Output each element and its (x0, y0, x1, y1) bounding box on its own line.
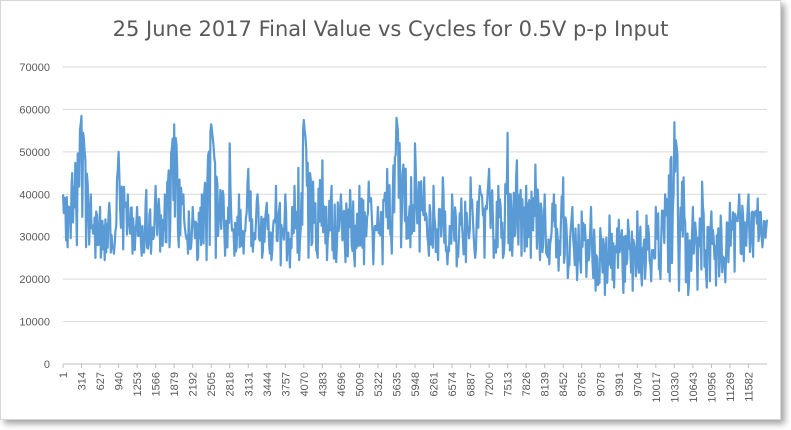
y-tick-label: 40000 (19, 189, 50, 201)
x-tick-label: 627 (95, 372, 107, 390)
x-tick-label: 10017 (651, 372, 663, 403)
x-tick-label: 10643 (688, 372, 700, 403)
series-line-0 (61, 114, 769, 297)
x-axis-tick-labels: 1 314 627 940 1253 1566 1879 2192 2505 2818 3131 34… (58, 364, 755, 403)
y-tick-label: 10000 (19, 317, 50, 329)
x-tick-label: 4696 (336, 372, 348, 396)
x-tick-label: 5635 (391, 372, 403, 396)
x-tick-label: 8452 (558, 372, 570, 396)
x-tick-label: 1879 (169, 372, 181, 396)
x-tick-label: 3444 (262, 372, 274, 396)
x-tick-label: 5322 (373, 372, 385, 396)
x-tick-label: 11582 (743, 372, 755, 402)
y-tick-label: 60000 (19, 104, 50, 116)
x-tick-label: 940 (114, 372, 126, 390)
x-tick-label: 2192 (188, 372, 200, 396)
x-tick-label: 7200 (484, 372, 496, 396)
x-tick-label: 7513 (503, 372, 515, 396)
x-tick-label: 7826 (521, 372, 533, 396)
x-tick-label: 11269 (725, 372, 737, 402)
y-tick-label: 0 (44, 359, 50, 371)
x-tick-label: 4070 (299, 372, 311, 396)
x-tick-label: 10330 (669, 372, 681, 403)
x-tick-label: 1 (58, 372, 70, 378)
x-tick-label: 5009 (354, 372, 366, 396)
x-tick-label: 9391 (614, 372, 626, 396)
y-axis-tick-labels: 0 10000 20000 30000 40000 50000 60000 70000 (19, 62, 50, 371)
x-tick-label: 8139 (540, 372, 552, 396)
chart-title: 25 June 2017 Final Value vs Cycles for 0… (112, 17, 669, 41)
y-tick-label: 50000 (19, 147, 50, 159)
x-tick-label: 9078 (595, 372, 607, 396)
x-tick-label: 9704 (632, 372, 644, 396)
x-tick-label: 4383 (317, 372, 329, 396)
x-tick-label: 10956 (706, 372, 718, 403)
x-tick-label: 5948 (410, 372, 422, 396)
x-tick-label: 8765 (577, 372, 589, 396)
x-tick-label: 6574 (447, 372, 459, 396)
x-tick-label: 3757 (280, 372, 292, 396)
x-tick-label: 1566 (151, 372, 163, 396)
series-group (61, 114, 769, 297)
x-tick-label: 2505 (206, 372, 218, 396)
y-tick-label: 20000 (19, 274, 50, 286)
x-tick-label: 3131 (243, 372, 255, 396)
x-tick-label: 1253 (132, 372, 144, 396)
x-tick-label: 6261 (429, 372, 441, 396)
x-tick-label: 6887 (466, 372, 478, 396)
y-tick-label: 70000 (19, 62, 50, 74)
x-tick-label: 2818 (225, 372, 237, 396)
x-tick-label: 314 (77, 372, 89, 390)
y-tick-label: 30000 (19, 232, 50, 244)
